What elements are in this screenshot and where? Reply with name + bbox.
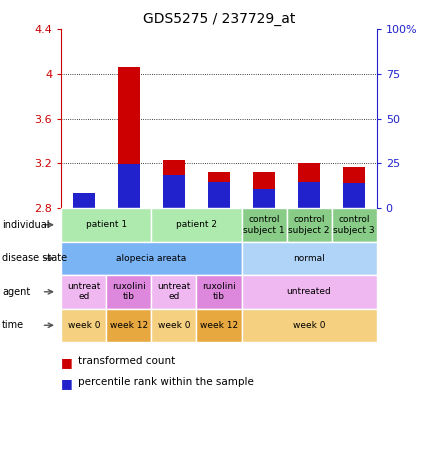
Bar (241, 208, 286, 241)
Bar (73, 193, 95, 208)
Text: alopecia areata: alopecia areata (117, 254, 187, 263)
Text: GSM1414318: GSM1414318 (350, 197, 359, 257)
Bar (152, 275, 197, 308)
Text: week 0: week 0 (158, 321, 190, 330)
Bar (241, 208, 286, 306)
Text: agent: agent (2, 287, 30, 297)
Text: time: time (2, 320, 25, 330)
Bar (208, 172, 230, 208)
Bar (73, 193, 95, 208)
Bar (118, 164, 140, 208)
Bar (241, 275, 377, 308)
Bar (286, 208, 332, 306)
Text: week 0: week 0 (293, 321, 325, 330)
Text: normal: normal (293, 254, 325, 263)
Bar (61, 308, 106, 342)
Text: untreat
ed: untreat ed (157, 282, 191, 302)
Bar (343, 183, 365, 208)
Text: untreated: untreated (287, 287, 332, 296)
Bar (332, 208, 377, 306)
Bar (197, 275, 241, 308)
Text: individual: individual (2, 220, 49, 230)
Text: GDS5275 / 237729_at: GDS5275 / 237729_at (143, 12, 295, 26)
Text: GSM1414315: GSM1414315 (215, 197, 223, 257)
Bar (298, 183, 320, 208)
Bar (61, 241, 241, 275)
Text: ■: ■ (61, 377, 77, 390)
Text: GSM1414312: GSM1414312 (79, 197, 88, 257)
Bar (241, 241, 377, 275)
Bar (241, 308, 377, 342)
Text: ruxolini
tib: ruxolini tib (202, 282, 236, 302)
Bar (118, 67, 140, 208)
Bar (61, 275, 106, 308)
Bar (61, 208, 106, 306)
Bar (286, 208, 332, 241)
Text: percentile rank within the sample: percentile rank within the sample (78, 377, 254, 387)
Bar (298, 164, 320, 208)
Bar (332, 208, 377, 241)
Text: transformed count: transformed count (78, 356, 175, 366)
Bar (152, 208, 197, 306)
Bar (106, 275, 152, 308)
Text: ruxolini
tib: ruxolini tib (112, 282, 146, 302)
Bar (106, 308, 152, 342)
Bar (152, 308, 197, 342)
Text: untreat
ed: untreat ed (67, 282, 101, 302)
Text: control
subject 2: control subject 2 (288, 215, 330, 235)
Bar (197, 308, 241, 342)
Text: week 0: week 0 (67, 321, 100, 330)
Bar (197, 208, 241, 306)
Text: disease state: disease state (2, 253, 67, 263)
Bar (253, 189, 276, 208)
Text: GSM1414316: GSM1414316 (260, 197, 268, 257)
Text: patient 1: patient 1 (86, 220, 127, 229)
Bar (208, 183, 230, 208)
Bar (253, 172, 276, 208)
Text: control
subject 3: control subject 3 (333, 215, 375, 235)
Text: GSM1414313: GSM1414313 (124, 197, 134, 257)
Text: GSM1414317: GSM1414317 (304, 197, 314, 257)
Bar (106, 208, 152, 306)
Text: patient 2: patient 2 (176, 220, 217, 229)
Bar (343, 167, 365, 208)
Bar (162, 174, 185, 208)
Text: week 12: week 12 (110, 321, 148, 330)
Bar (162, 160, 185, 208)
Text: ■: ■ (61, 356, 77, 369)
Bar (152, 208, 241, 241)
Text: week 12: week 12 (200, 321, 238, 330)
Bar (61, 208, 152, 241)
Text: control
subject 1: control subject 1 (243, 215, 285, 235)
Text: GSM1414314: GSM1414314 (170, 197, 178, 257)
